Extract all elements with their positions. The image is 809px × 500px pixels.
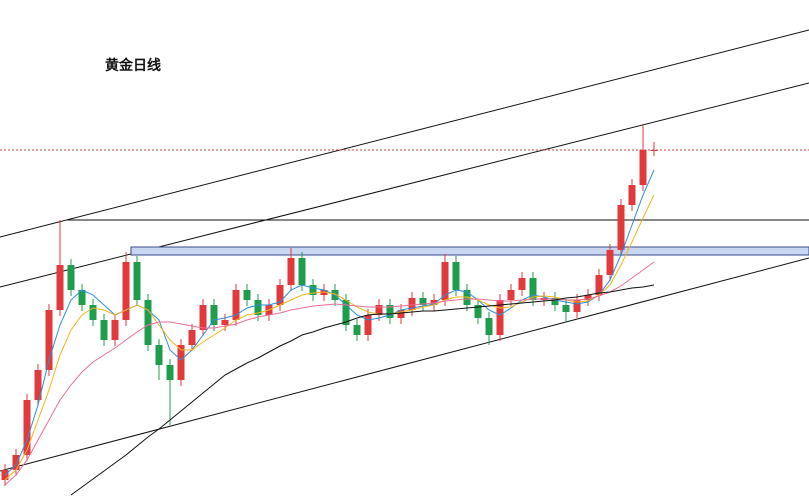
moving-average	[4, 261, 655, 486]
candle-body	[177, 345, 185, 380]
candle-body	[210, 305, 218, 325]
candle-body	[67, 265, 75, 290]
candle-body	[122, 262, 130, 320]
candle-body	[342, 300, 350, 325]
moving-average	[4, 194, 655, 481]
candle-body	[166, 365, 174, 380]
candle-body	[364, 315, 372, 335]
drawings	[0, 29, 809, 472]
moving-average	[70, 284, 655, 496]
candle-body	[529, 278, 537, 300]
candle-body	[221, 320, 229, 325]
candle-body	[474, 305, 482, 318]
candle-body	[133, 262, 141, 300]
candle-body	[375, 305, 383, 315]
candle-body	[606, 250, 614, 275]
candle-body	[397, 310, 405, 318]
candle-body	[144, 300, 152, 345]
candle-body	[298, 258, 306, 285]
candle-body	[56, 265, 64, 310]
candle-body	[100, 320, 108, 340]
candle-body	[199, 305, 207, 330]
candle-body	[496, 300, 504, 335]
candle-body	[23, 400, 31, 455]
candle-body	[287, 258, 295, 285]
candle-body	[573, 300, 581, 312]
candle-body	[551, 298, 559, 305]
candle-body	[386, 305, 394, 318]
candle-body	[45, 310, 53, 370]
candle-body	[507, 290, 515, 300]
candle-body	[408, 298, 416, 310]
candle-body	[276, 285, 284, 305]
chart-title: 黄金日线	[105, 57, 161, 74]
candle-body	[309, 285, 317, 295]
candle-body	[419, 298, 427, 305]
resistance-zone	[130, 246, 809, 256]
candle-body	[628, 185, 636, 205]
candle-body	[485, 318, 493, 335]
candle-body	[254, 300, 262, 315]
candle-body	[232, 290, 240, 320]
candle-body	[452, 262, 460, 290]
candle-body	[188, 330, 196, 345]
candle-body	[353, 325, 361, 335]
candle-body	[584, 295, 592, 300]
candle-body	[111, 320, 119, 340]
candle-body	[78, 290, 86, 305]
candle-body	[243, 290, 251, 300]
candle-body	[34, 370, 42, 400]
channel-line	[0, 82, 809, 288]
candle-body	[155, 345, 163, 365]
candle-body	[595, 275, 603, 295]
candle-body	[617, 205, 625, 250]
candle-body	[518, 278, 526, 290]
candle-body	[562, 305, 570, 312]
candle-body	[639, 150, 647, 185]
candle-body	[650, 150, 658, 151]
candle-body	[12, 455, 20, 470]
channel-line	[0, 29, 809, 238]
candle-body	[441, 262, 449, 300]
candle-body	[89, 305, 97, 320]
support-line	[0, 257, 809, 472]
